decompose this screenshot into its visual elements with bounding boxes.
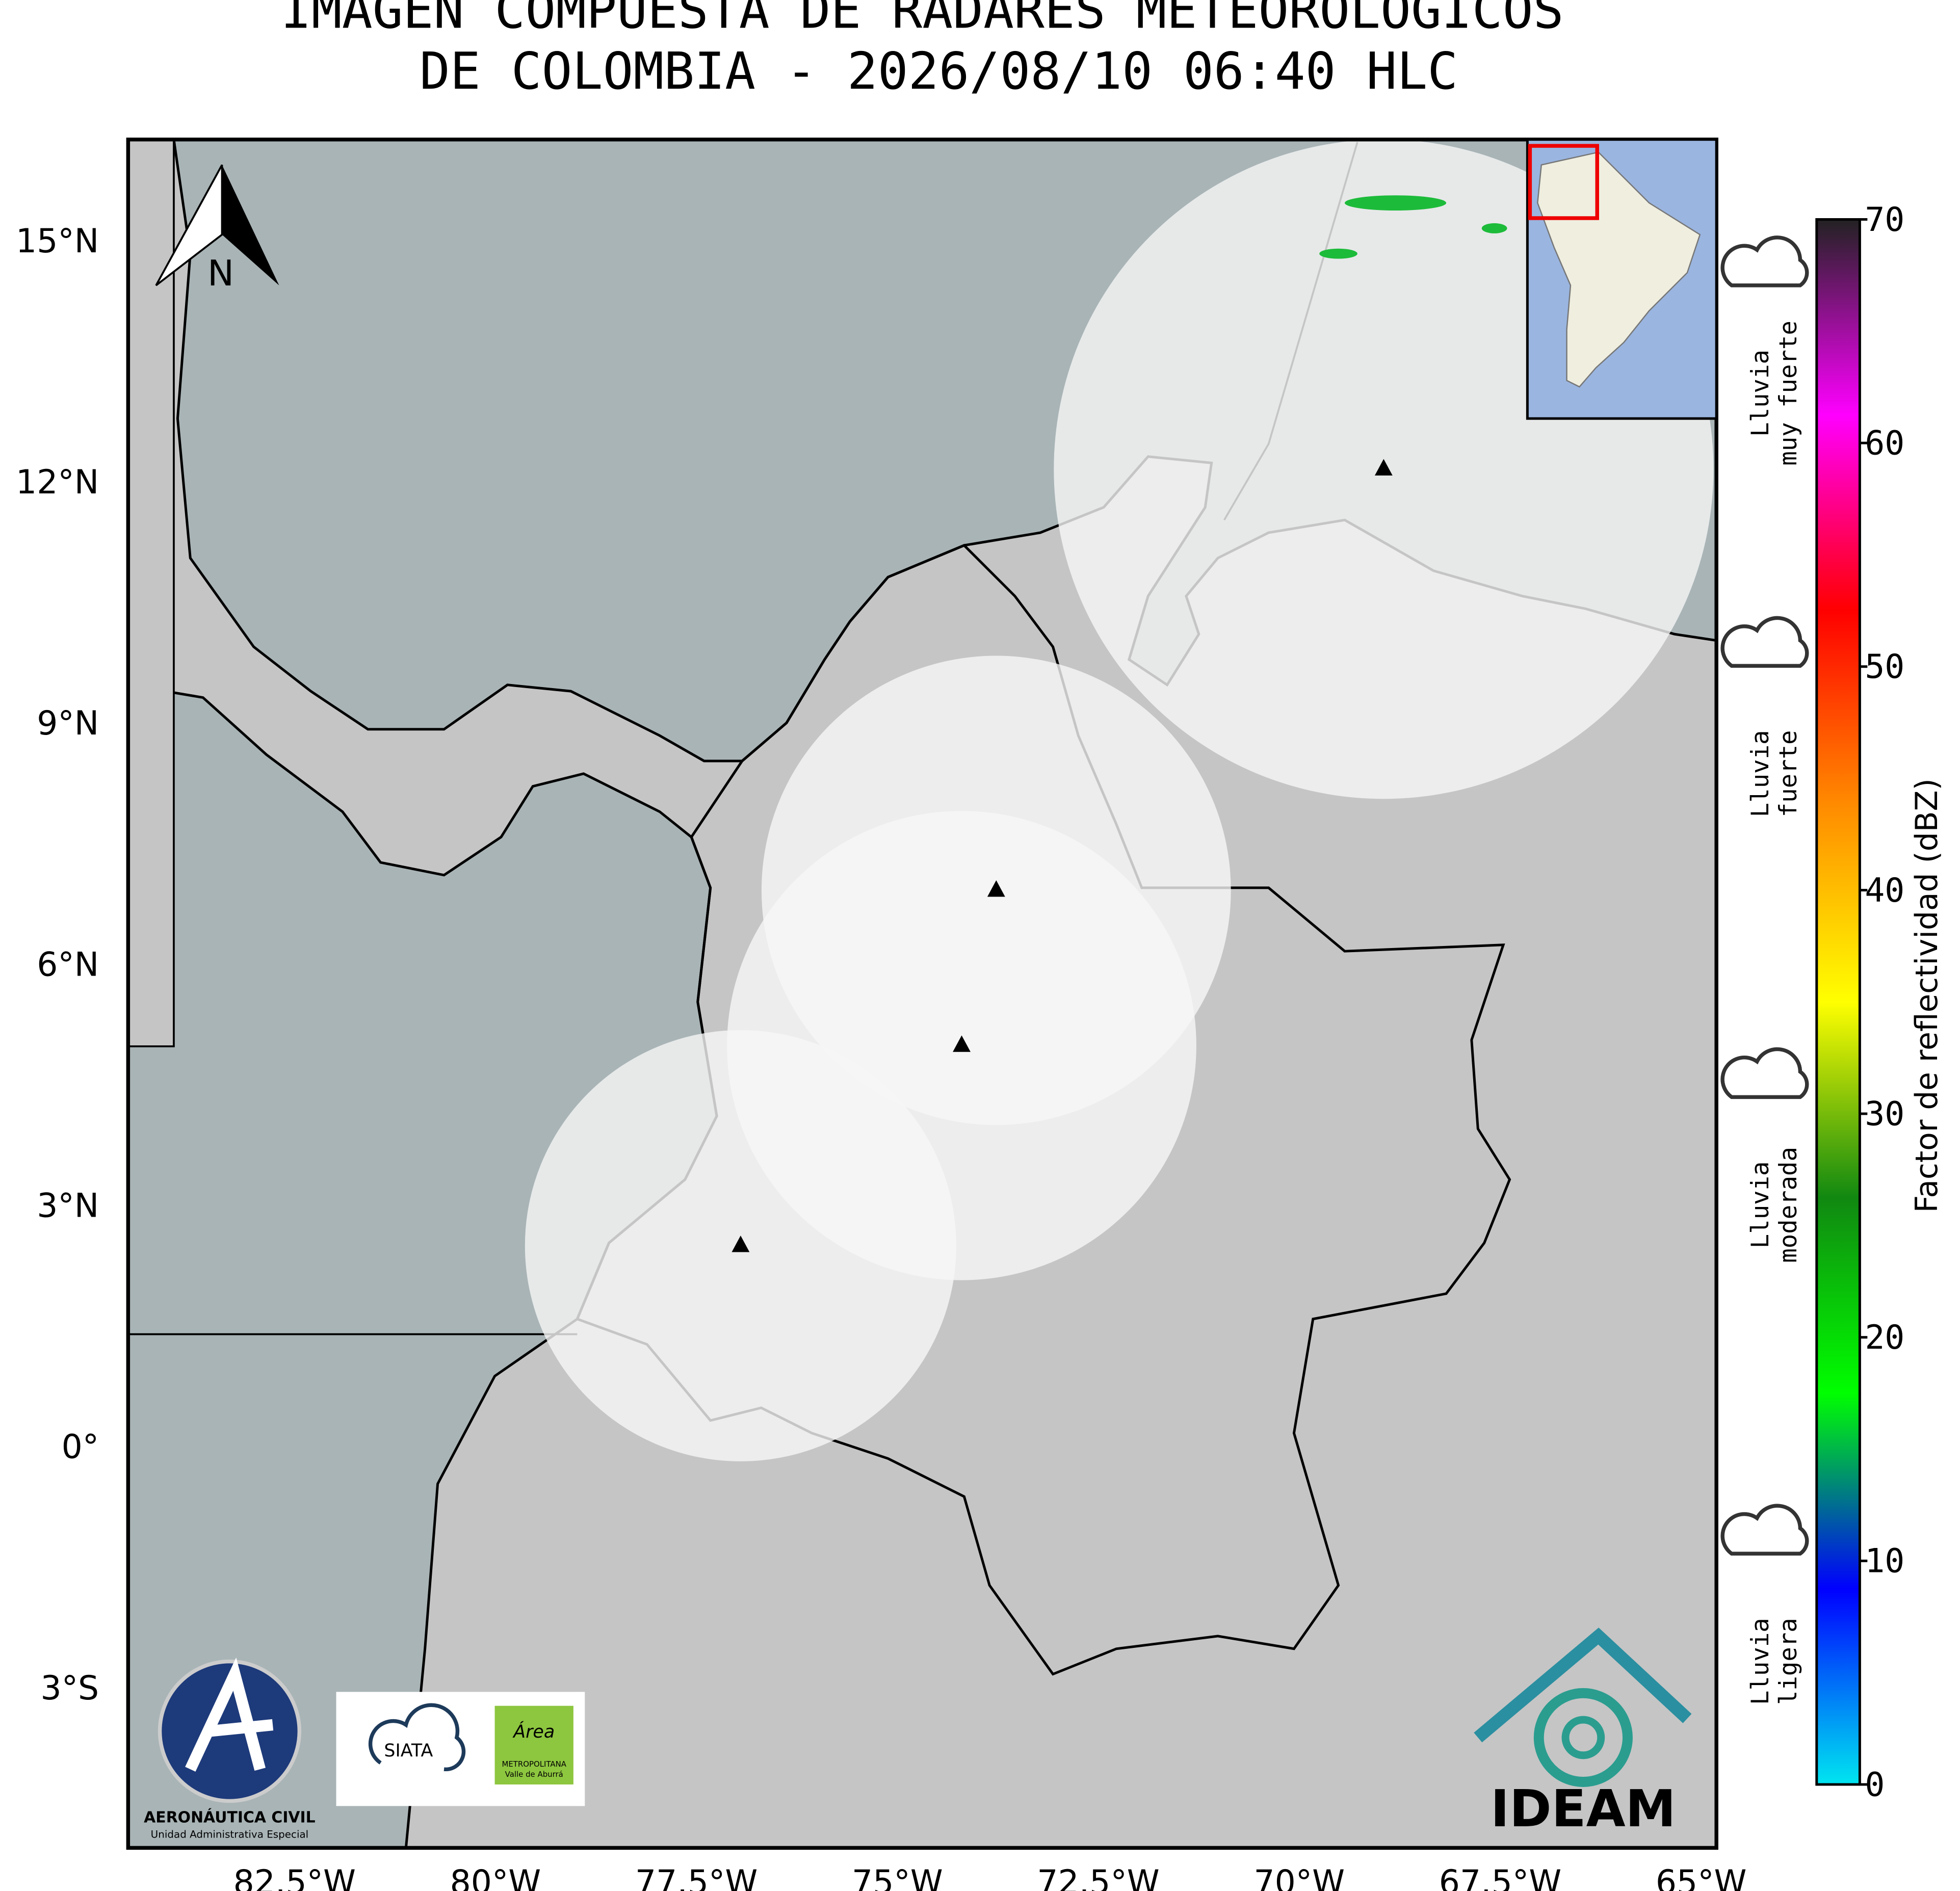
x-tick-label: 67.5°W: [1439, 1863, 1561, 1891]
inset-map: [1526, 138, 1718, 420]
logo-text: Valle de Aburrá: [505, 1770, 563, 1779]
logo-text: Área: [512, 1721, 555, 1742]
radar-site: [731, 1236, 750, 1252]
y-tick-label: 12°N: [16, 463, 99, 502]
y-tick-label: 15°N: [16, 222, 99, 260]
map-area: [128, 139, 1717, 1848]
logo-text: SIATA: [384, 1741, 433, 1761]
logo-text: AERONÁUTICA CIVIL: [144, 1808, 316, 1827]
rain-label: moderada: [1774, 1147, 1802, 1263]
logo-siata: SIATA Área METROPOLITANA Valle de Aburrá: [336, 1692, 585, 1806]
radar-site: [953, 1035, 971, 1052]
colorbar-tick-label: 60: [1865, 425, 1904, 463]
title-line: DE COLOMBIA - 2026/08/10 06:40 HLC: [420, 42, 1458, 101]
colorbar-tick-label: 50: [1865, 648, 1904, 686]
map-frame: [126, 137, 1718, 1850]
x-tick-label: 75°W: [852, 1863, 943, 1891]
y-tick-label: 0°: [62, 1428, 99, 1466]
rain-label: ligera: [1774, 1618, 1802, 1705]
x-tick-label: 82.5°W: [233, 1863, 356, 1891]
weather-icon: [1720, 1047, 1809, 1099]
y-tick-label: 6°N: [37, 946, 99, 984]
north-label: N: [207, 253, 234, 294]
colorbar-tick-label: 40: [1865, 872, 1904, 910]
central-america: [128, 139, 175, 1047]
logo-aeronautica: AERONÁUTICA CIVIL Unidad Administrativa …: [144, 1657, 316, 1840]
rain-label: Lluvia: [1746, 730, 1774, 817]
weather-icon: [1720, 616, 1809, 668]
rain-label: Lluvia: [1746, 1161, 1774, 1248]
y-tick-label: 3°N: [37, 1187, 99, 1225]
colorbar-tick-label: 70: [1865, 201, 1904, 239]
logo-text: METROPOLITANA: [502, 1759, 566, 1769]
x-tick-label: 65°W: [1656, 1863, 1747, 1891]
echoes: [1319, 195, 1507, 259]
logo-text: IDEAM: [1491, 1780, 1676, 1839]
rain-label: Lluvia: [1746, 1618, 1774, 1705]
x-tick-label: 80°W: [450, 1863, 541, 1891]
colorbar-tick-label: 0: [1865, 1766, 1885, 1804]
colorbar-tick-label: 30: [1865, 1095, 1904, 1133]
title-line: IMAGEN COMPUESTA DE RADARES METEOROLOGIC…: [281, 0, 1564, 40]
colorbar-tick-label: 10: [1865, 1542, 1904, 1581]
colorbar: [1815, 218, 1861, 1786]
weather-icon: [1720, 235, 1809, 287]
rain-label: fuerte: [1774, 730, 1802, 817]
rain-label: Lluvia: [1746, 350, 1774, 437]
x-tick-label: 70°W: [1253, 1863, 1345, 1891]
colorbar-label: Factor de reflectividad (dBZ): [1910, 778, 1945, 1213]
x-tick-label: 77.5°W: [635, 1863, 757, 1891]
logo-ideam: IDEAM: [1474, 1627, 1692, 1839]
colorbar-tick-label: 20: [1865, 1319, 1904, 1357]
radar-site: [987, 880, 1005, 897]
logo-text: Unidad Administrativa Especial: [151, 1828, 309, 1840]
rain-label: muy fuerte: [1774, 321, 1802, 466]
radar-site: [1374, 459, 1393, 476]
weather-icon: [1720, 1504, 1809, 1556]
y-tick-label: 9°N: [37, 704, 99, 743]
y-tick-label: 3°S: [41, 1669, 99, 1708]
x-tick-label: 72.5°W: [1037, 1863, 1159, 1891]
